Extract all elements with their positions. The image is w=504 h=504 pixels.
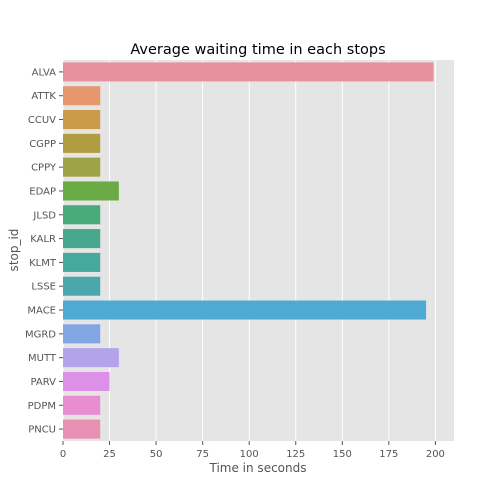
- x-tick-label: 75: [196, 449, 209, 460]
- gridlines: [62, 60, 436, 441]
- bar-cppy: [63, 157, 101, 177]
- y-tick-label: EDAP: [29, 186, 56, 197]
- y-tick-label: LSSE: [31, 282, 56, 293]
- y-axis-ticks: ALVA ATTK CCUV CGPP CPPY EDAP JLSD KALR KLMT LSSE…: [25, 67, 63, 436]
- x-tick-label: 150: [333, 449, 352, 460]
- x-tick-label: 25: [103, 449, 116, 460]
- x-tick-label: 50: [150, 449, 163, 460]
- y-tick-label: MACE: [27, 306, 56, 317]
- y-tick-label: KALR: [30, 234, 56, 245]
- y-tick-label: MUTT: [28, 353, 57, 364]
- bar-lsse: [63, 276, 101, 296]
- y-tick-label: JLSD: [32, 210, 56, 221]
- bar-cgpp: [63, 133, 101, 153]
- bar-kalr: [63, 229, 101, 249]
- x-axis-ticks: 0 25 50 75 100 125 150 175 200: [60, 441, 445, 460]
- bar-attk: [63, 86, 101, 106]
- bar-parv: [63, 371, 110, 391]
- bar-klmt: [63, 252, 101, 272]
- bar-alva: [63, 62, 434, 82]
- x-tick-label: 125: [286, 449, 305, 460]
- x-axis-label: Time in seconds: [209, 461, 307, 475]
- plot-background: [63, 60, 454, 441]
- bar-mutt: [63, 348, 119, 368]
- y-tick-label: CPPY: [31, 163, 57, 174]
- chart-title: Average waiting time in each stops: [130, 42, 385, 58]
- y-tick-label: CGPP: [29, 139, 56, 150]
- x-tick-label: 175: [379, 449, 398, 460]
- y-tick-label: PNCU: [28, 425, 56, 436]
- y-tick-label: PARV: [31, 377, 57, 388]
- y-tick-label: PDPM: [28, 401, 56, 412]
- y-tick-label: ALVA: [32, 67, 57, 78]
- y-tick-label: ATTK: [31, 91, 56, 102]
- x-tick-label: 200: [426, 449, 445, 460]
- x-tick-label: 100: [240, 449, 259, 460]
- bar-mace: [63, 300, 427, 320]
- bar-pncu: [63, 419, 101, 439]
- bar-jlsd: [63, 205, 101, 225]
- bar-edap: [63, 181, 119, 201]
- y-tick-label: KLMT: [29, 258, 57, 269]
- bars: [63, 62, 434, 439]
- y-tick-label: MGRD: [25, 329, 56, 340]
- y-axis-label: stop_id: [7, 229, 21, 272]
- y-tick-label: CCUV: [28, 115, 56, 126]
- bar-ccuv: [63, 110, 101, 130]
- x-tick-label: 0: [60, 449, 66, 460]
- bar-pdpm: [63, 395, 101, 415]
- bar-mgrd: [63, 324, 101, 344]
